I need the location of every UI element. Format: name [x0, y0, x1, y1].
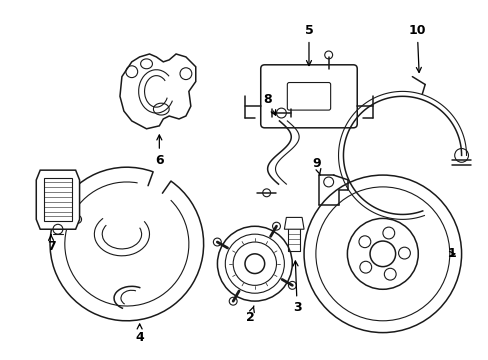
Text: 7: 7 [46, 235, 55, 253]
Circle shape [213, 238, 221, 246]
Circle shape [454, 148, 468, 162]
FancyBboxPatch shape [260, 65, 357, 128]
Circle shape [276, 108, 286, 118]
Circle shape [229, 297, 237, 305]
Circle shape [288, 282, 296, 289]
Polygon shape [36, 170, 80, 229]
Text: 3: 3 [292, 261, 301, 315]
Text: 1: 1 [447, 247, 455, 260]
Polygon shape [120, 54, 195, 129]
Circle shape [262, 189, 270, 197]
Text: 9: 9 [312, 157, 321, 175]
Text: 8: 8 [263, 93, 275, 115]
Text: 2: 2 [245, 306, 254, 324]
Polygon shape [284, 217, 304, 229]
Circle shape [324, 51, 332, 59]
Text: 10: 10 [407, 24, 425, 72]
Text: 4: 4 [135, 324, 144, 344]
Text: 6: 6 [155, 135, 163, 167]
Text: 5: 5 [304, 24, 313, 66]
Circle shape [272, 222, 280, 230]
